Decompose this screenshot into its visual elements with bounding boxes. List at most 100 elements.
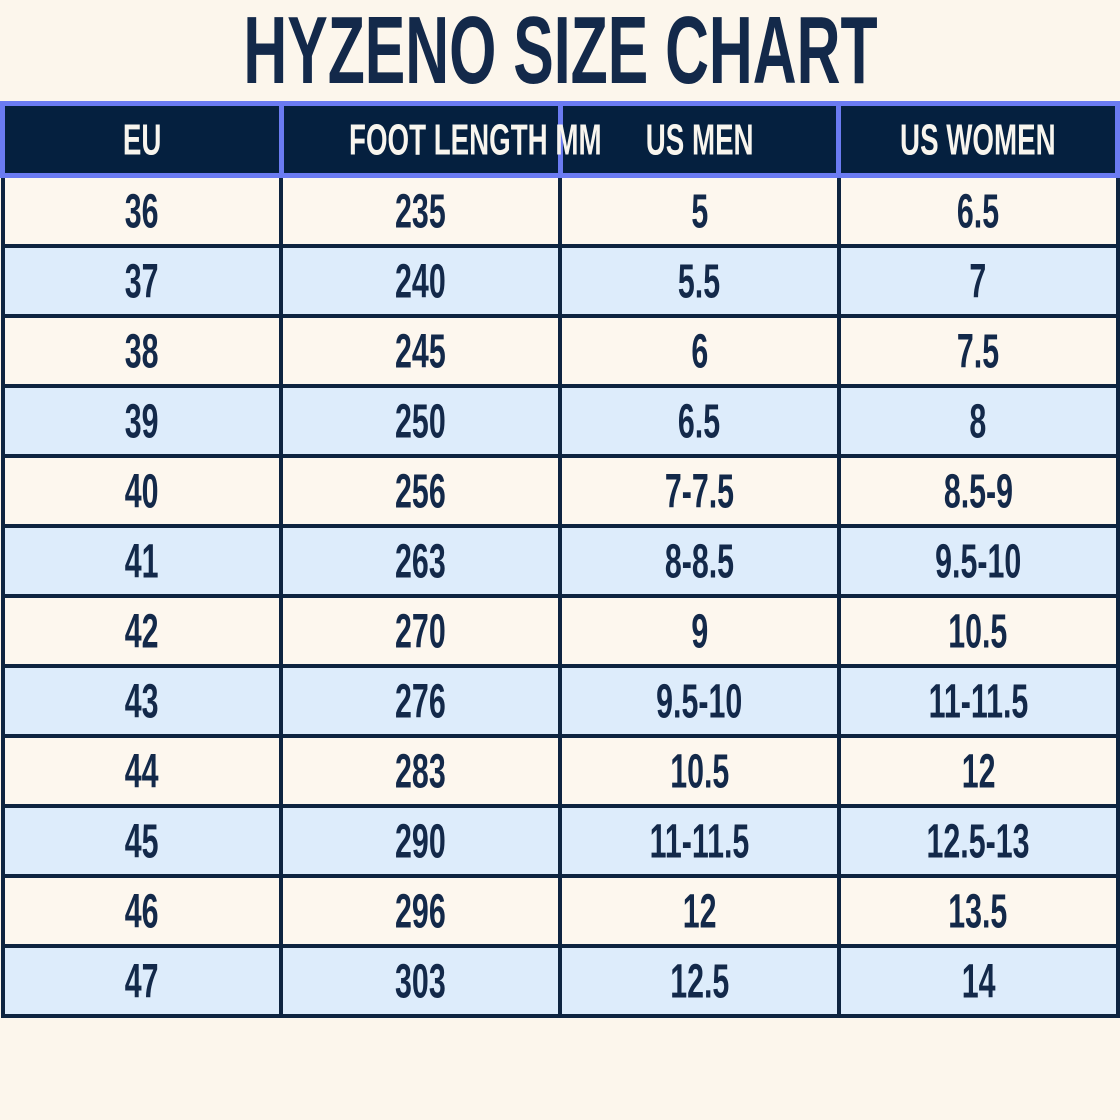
table-cell: 8-8.5 (558, 523, 841, 598)
table-cell-value: 11-11.5 (649, 813, 750, 868)
table-cell-value: 36 (124, 183, 159, 238)
table-cell-value: 6.5 (957, 183, 1000, 238)
table-cell-value: 10.5 (669, 743, 729, 798)
table-cell: 12 (558, 873, 841, 948)
table-cell: 39 (0, 383, 284, 458)
table-cell-value: 10.5 (948, 603, 1008, 658)
table-cell-value: 303 (395, 953, 446, 1008)
table-cell-value: 8-8.5 (664, 533, 734, 588)
table-cell-value: 47 (124, 953, 159, 1008)
page-title: HYZENO SIZE CHART (80, 0, 1041, 104)
table-cell: 8.5-9 (836, 453, 1120, 528)
table-cell-value: 12.5-13 (926, 813, 1030, 868)
table-cell: 5 (558, 173, 841, 248)
table-cell: 13.5 (836, 873, 1120, 948)
table-cell-value: 296 (395, 883, 446, 938)
table-cell: 270 (279, 593, 562, 668)
table-cell: 12 (836, 733, 1120, 808)
size-chart-table: EU FOOT LENGTH MM US MEN US WOMEN 36 235 5… (0, 101, 1120, 1018)
table-row: 42 270 9 10.5 (0, 593, 1120, 668)
table-cell-value: 6 (690, 323, 708, 378)
column-header-us-women: US WOMEN (836, 101, 1120, 178)
table-cell: 12.5-13 (836, 803, 1120, 878)
table-row: 40 256 7-7.5 8.5-9 (0, 453, 1120, 528)
table-cell-value: 235 (395, 183, 446, 238)
table-cell: 7 (836, 243, 1120, 318)
table-cell: 7-7.5 (558, 453, 841, 528)
table-cell-value: 45 (124, 813, 159, 868)
table-cell: 290 (279, 803, 562, 878)
table-cell: 46 (0, 873, 284, 948)
table-cell: 47 (0, 943, 284, 1018)
table-row: 36 235 5 6.5 (0, 173, 1120, 248)
table-cell-value: 12 (682, 883, 717, 938)
table-cell-value: 39 (124, 393, 159, 448)
table-cell: 41 (0, 523, 284, 598)
table-cell: 8 (836, 383, 1120, 458)
title-bar: HYZENO SIZE CHART (0, 0, 1120, 101)
table-row: 44 283 10.5 12 (0, 733, 1120, 808)
table-cell-value: 263 (395, 533, 446, 588)
column-header-us-women-label: US WOMEN (900, 114, 1056, 164)
column-header-eu: EU (0, 101, 284, 178)
table-cell-value: 6.5 (678, 393, 721, 448)
table-cell-value: 5.5 (678, 253, 721, 308)
table-row: 45 290 11-11.5 12.5-13 (0, 803, 1120, 878)
table-cell-value: 283 (395, 743, 446, 798)
table-cell-value: 12.5 (669, 953, 729, 1008)
table-cell-value: 245 (395, 323, 446, 378)
page-title-text: HYZENO SIZE CHART (242, 0, 878, 104)
table-cell: 9.5-10 (836, 523, 1120, 598)
column-header-foot-length-mm: FOOT LENGTH MM (278, 101, 601, 178)
table-cell: 44 (0, 733, 284, 808)
table-cell: 10.5 (836, 593, 1120, 668)
table-cell: 40 (0, 453, 284, 528)
table-cell: 14 (836, 943, 1120, 1018)
table-header: EU FOOT LENGTH MM US MEN US WOMEN (0, 101, 1120, 178)
table-cell: 42 (0, 593, 284, 668)
table-cell-value: 270 (395, 603, 446, 658)
table-cell: 5.5 (558, 243, 841, 318)
table-cell: 263 (279, 523, 562, 598)
table-cell-value: 12 (961, 743, 996, 798)
table-cell: 43 (0, 663, 284, 738)
table-cell: 9 (558, 593, 841, 668)
table-cell-value: 7.5 (957, 323, 1000, 378)
table-cell-value: 9.5-10 (935, 533, 1022, 588)
table-cell-value: 256 (395, 463, 446, 518)
table-cell-value: 13.5 (948, 883, 1008, 938)
table-cell-value: 8.5-9 (943, 463, 1013, 518)
table-cell-value: 290 (395, 813, 446, 868)
table-cell: 36 (0, 173, 284, 248)
table-row: 39 250 6.5 8 (0, 383, 1120, 458)
table-cell-value: 5 (690, 183, 708, 238)
table-cell: 6.5 (558, 383, 841, 458)
table-cell: 38 (0, 313, 284, 388)
table-cell: 296 (279, 873, 562, 948)
table-cell: 256 (279, 453, 562, 528)
table-cell-value: 46 (124, 883, 159, 938)
table-cell: 11-11.5 (836, 663, 1120, 738)
table-body: 36 235 5 6.5 37 240 5.5 7 38 245 6 7.5 39 250 6.5 8 40 25… (0, 173, 1120, 1018)
table-cell-value: 40 (124, 463, 159, 518)
column-header-eu-label: EU (122, 114, 162, 164)
table-cell: 7.5 (836, 313, 1120, 388)
table-cell-value: 250 (395, 393, 446, 448)
table-cell-value: 240 (395, 253, 446, 308)
table-cell-value: 41 (124, 533, 159, 588)
column-header-us-men-label: US MEN (645, 114, 754, 164)
table-row: 37 240 5.5 7 (0, 243, 1120, 318)
table-row: 47 303 12.5 14 (0, 943, 1120, 1018)
table-cell: 276 (279, 663, 562, 738)
table-cell-value: 37 (124, 253, 159, 308)
table-cell: 6.5 (836, 173, 1120, 248)
table-cell: 37 (0, 243, 284, 318)
table-cell: 12.5 (558, 943, 841, 1018)
table-cell: 283 (279, 733, 562, 808)
table-cell-value: 11-11.5 (928, 673, 1028, 728)
table-cell-value: 8 (969, 393, 987, 448)
table-cell-value: 44 (124, 743, 159, 798)
table-cell: 245 (279, 313, 562, 388)
table-cell: 11-11.5 (558, 803, 841, 878)
